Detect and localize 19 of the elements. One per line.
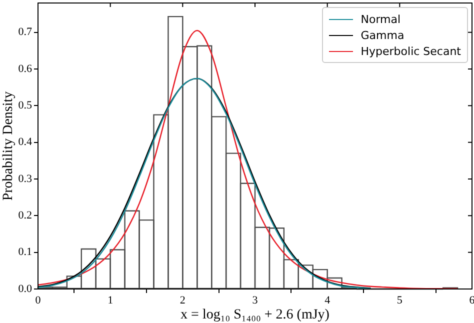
y-tick-label: 0.6	[18, 62, 32, 75]
x-tick-label: 1	[108, 294, 114, 306]
y-tick-label: 0.3	[18, 172, 32, 185]
x-tick-label: 5	[396, 294, 403, 306]
legend-label: Hyperbolic Secant	[360, 44, 461, 59]
y-tick-label: 0.1	[18, 246, 32, 258]
legend-label: Normal	[360, 12, 402, 27]
x-axis-title: x = log₁₀ S₁₄₀₀ + 2.6 (mJy)	[180, 307, 330, 322]
x-tick-label: 2	[180, 294, 186, 306]
y-tick-label: 0.4	[18, 136, 32, 148]
x-tick-label: 0	[35, 294, 42, 306]
legend-label: Gamma	[360, 28, 406, 43]
y-tick-label: 0.0	[18, 282, 32, 295]
y-axis-title: Probability Density	[1, 91, 16, 201]
x-tick-label: 3	[252, 294, 258, 306]
y-tick-label: 0.5	[18, 100, 32, 112]
y-tick-label: 0.2	[18, 210, 32, 222]
y-tick-label: 0.7	[18, 26, 32, 38]
x-tick-label: 4	[324, 294, 331, 306]
